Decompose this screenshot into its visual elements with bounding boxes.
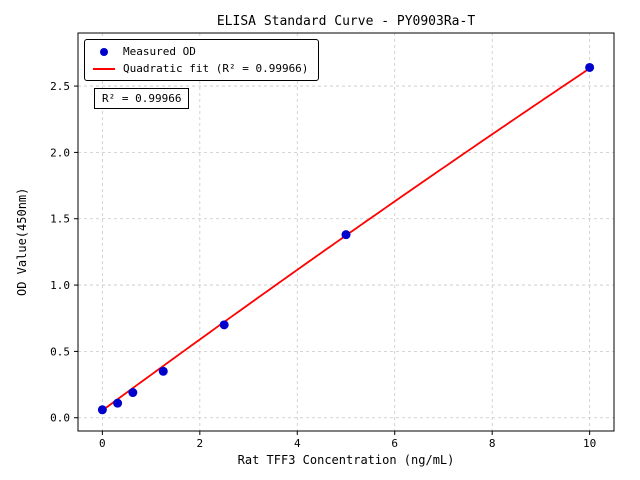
- data-point: [219, 320, 229, 330]
- x-tick-label: 8: [489, 437, 496, 450]
- y-tick-label: 2.0: [50, 146, 70, 159]
- chart-title: ELISA Standard Curve - PY0903Ra-T: [216, 14, 476, 29]
- legend-item-quadratic-fit: Quadratic fit (R² = 0.99966): [93, 62, 308, 75]
- y-tick-label: 0.0: [50, 412, 70, 425]
- x-axis-label: Rat TFF3 Concentration (ng/mL): [237, 453, 455, 467]
- x-tick-label: 6: [391, 437, 398, 450]
- data-point: [585, 62, 595, 72]
- fit-line-icon: [93, 67, 115, 70]
- data-point: [158, 366, 168, 376]
- y-tick-label: 1.5: [50, 213, 70, 226]
- y-tick-label: 2.5: [50, 80, 70, 93]
- legend-label-measured-od: Measured OD: [123, 45, 196, 58]
- measured-od-dot-icon: [93, 47, 115, 56]
- x-tick-label: 4: [294, 437, 301, 450]
- data-point: [97, 405, 107, 415]
- x-tick-label: 10: [583, 437, 596, 450]
- legend-label-quadratic-fit: Quadratic fit (R² = 0.99966): [123, 62, 309, 75]
- r-squared-annotation: R² = 0.99966: [94, 88, 190, 109]
- x-tick-label: 2: [197, 437, 204, 450]
- y-tick-label: 1.0: [50, 279, 70, 292]
- y-tick-label: 0.5: [50, 345, 70, 358]
- legend: Measured OD Quadratic fit (R² = 0.99966): [84, 39, 320, 81]
- data-point: [128, 388, 138, 398]
- fit-line: [101, 67, 591, 412]
- plot-border: [77, 32, 615, 432]
- y-axis-label: OD Value(450nm): [15, 187, 29, 296]
- data-point: [341, 230, 351, 240]
- x-tick-label: 0: [99, 437, 106, 450]
- legend-item-measured-od: Measured OD: [93, 45, 308, 58]
- data-point: [113, 398, 123, 408]
